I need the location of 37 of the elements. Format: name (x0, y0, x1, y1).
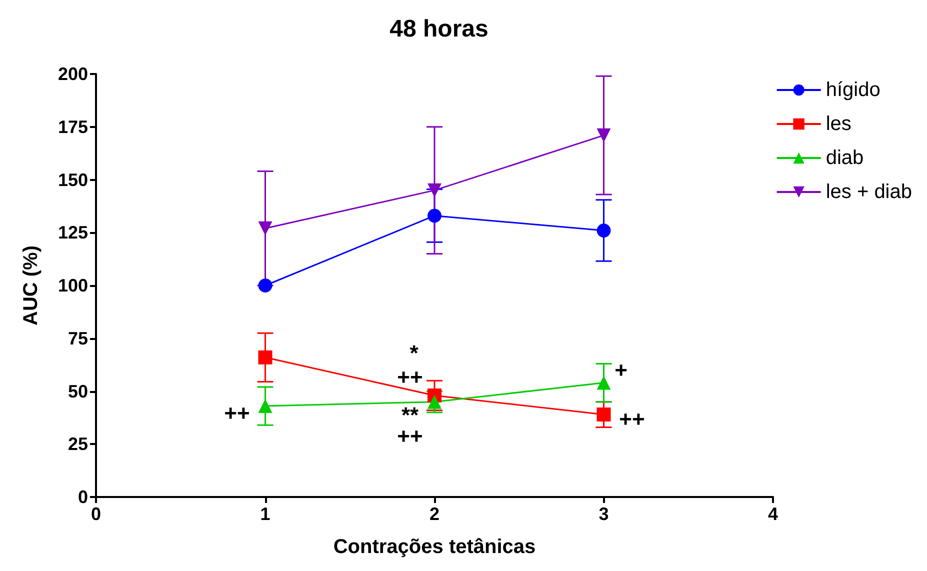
y-tick-label: 200 (58, 64, 88, 84)
y-tick-label: 25 (68, 434, 88, 454)
point (258, 278, 272, 292)
annotation: ++ (619, 406, 645, 432)
x-tick-label: 3 (598, 504, 609, 524)
y-tick-label: 175 (58, 116, 88, 137)
point (596, 376, 611, 390)
y-tick-label: 125 (58, 222, 88, 243)
point (258, 221, 272, 236)
point (596, 128, 611, 142)
point (428, 394, 442, 409)
point (428, 183, 442, 198)
annotation: + (614, 358, 628, 382)
y-tick-label: 75 (68, 328, 88, 348)
legend-label: les + diab (826, 181, 912, 203)
legend-label: hígido (826, 79, 880, 101)
annotation: * (410, 340, 419, 366)
y-tick-label: 50 (68, 381, 88, 402)
y-axis-title: AUC (%) (20, 246, 42, 326)
point (596, 224, 611, 238)
chart-title: 48 horas (390, 16, 488, 42)
point (258, 350, 272, 364)
annotation: ++ (397, 364, 423, 390)
x-tick-label: 2 (429, 504, 440, 524)
legend-label: diab (826, 147, 864, 169)
x-axis-title: Contrações tetânicas (333, 536, 536, 558)
x-tick-label: 1 (260, 504, 270, 524)
point (258, 399, 272, 414)
legend-label: les (826, 113, 852, 135)
point (428, 208, 442, 223)
point (596, 408, 611, 422)
y-tick-label: 100 (58, 276, 88, 296)
x-tick-label: 4 (768, 504, 778, 524)
x-tick-label: 0 (90, 504, 102, 524)
y-tick-label: 150 (58, 170, 88, 190)
y-tick-label: 0 (78, 487, 88, 507)
annotation: ++ (224, 400, 250, 426)
